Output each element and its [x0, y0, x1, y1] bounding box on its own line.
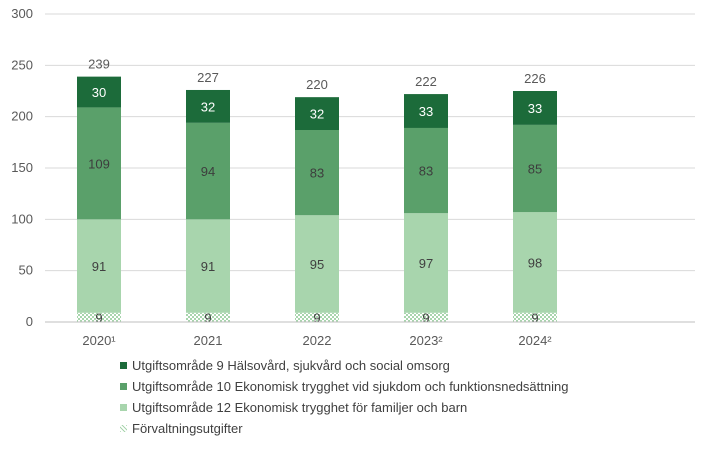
total-label: 220 [306, 77, 328, 92]
x-tick-label: 2023² [409, 333, 443, 348]
x-axis: 2020¹ 2021 2022 2023² 2024² [45, 321, 695, 348]
y-axis: 0 50 100 150 200 250 300 [11, 6, 33, 329]
x-tick-label: 2024² [518, 333, 552, 348]
bar-segment [77, 76, 121, 108]
total-label: 239 [88, 57, 110, 72]
data-label: 83 [310, 166, 324, 181]
data-label: 9 [95, 310, 102, 325]
bar-segment [404, 213, 448, 313]
legend-label-uo9: Utgiftsområde 9 Hälsovård, sjukvård och … [132, 358, 450, 373]
data-label: 32 [201, 99, 215, 114]
data-label: 32 [310, 107, 324, 122]
total-label: 222 [415, 74, 437, 89]
y-tick-label: 50 [19, 263, 33, 278]
gridlines [45, 13, 695, 272]
y-tick-label: 150 [11, 160, 33, 175]
bar-segment [404, 94, 448, 128]
data-label: 9 [422, 310, 429, 325]
bar-segment [295, 97, 339, 131]
data-label: 33 [419, 104, 433, 119]
legend-label-uo12: Utgiftsområde 12 Ekonomisk trygghet för … [132, 400, 468, 415]
y-tick-label: 100 [11, 211, 33, 226]
data-label: 30 [92, 85, 106, 100]
data-label: 91 [201, 259, 215, 274]
legend-label-uo10: Utgiftsområde 10 Ekonomisk trygghet vid … [132, 379, 569, 394]
bar-segment [404, 312, 448, 322]
bar-segment [513, 124, 557, 213]
legend-item-admin: Förvaltningsutgifter [120, 418, 568, 439]
y-tick-label: 250 [11, 57, 33, 72]
bar-segment [513, 212, 557, 313]
data-label: 109 [88, 156, 110, 171]
data-label: 91 [92, 259, 106, 274]
bar-segment [295, 130, 339, 216]
bar-segment [77, 107, 121, 220]
data-label: 97 [419, 256, 433, 271]
bar-segment [77, 219, 121, 313]
bar-segment [186, 219, 230, 313]
legend-swatch-admin [120, 425, 127, 432]
y-tick-label: 200 [11, 109, 33, 124]
bar-segment [295, 312, 339, 322]
total-label: 226 [524, 71, 546, 86]
bar-segment [77, 312, 121, 322]
data-label: 95 [310, 257, 324, 272]
total-label: 227 [197, 70, 219, 85]
data-label: 9 [313, 310, 320, 325]
bars: 9 91 109 30 239 9 91 94 32 227 9 95 83 32 220 9 97 83 33 22… [77, 57, 557, 325]
bar-segment [295, 215, 339, 313]
legend-swatch-uo10 [120, 383, 127, 390]
data-label: 33 [528, 101, 542, 116]
data-label: 98 [528, 255, 542, 270]
data-label: 85 [528, 162, 542, 177]
bar-segment [404, 127, 448, 214]
bar-segment [186, 122, 230, 220]
legend-swatch-uo9 [120, 362, 127, 369]
data-label: 9 [531, 310, 538, 325]
bar-segment [513, 312, 557, 322]
data-label: 94 [201, 164, 215, 179]
legend: Utgiftsområde 9 Hälsovård, sjukvård och … [120, 355, 568, 439]
x-tick-label: 2020¹ [82, 333, 116, 348]
x-tick-label: 2021 [194, 333, 223, 348]
legend-label-admin: Förvaltningsutgifter [132, 421, 243, 436]
bar-segment [186, 312, 230, 322]
bar-segment [513, 91, 557, 125]
bar-segment [186, 89, 230, 123]
data-label: 9 [204, 310, 211, 325]
legend-item-uo9: Utgiftsområde 9 Hälsovård, sjukvård och … [120, 355, 568, 376]
legend-swatch-uo12 [120, 404, 127, 411]
x-tick-label: 2022 [303, 333, 332, 348]
legend-item-uo10: Utgiftsområde 10 Ekonomisk trygghet vid … [120, 376, 568, 397]
y-tick-label: 0 [26, 314, 33, 329]
y-tick-label: 300 [11, 6, 33, 21]
data-label: 83 [419, 164, 433, 179]
legend-item-uo12: Utgiftsområde 12 Ekonomisk trygghet för … [120, 397, 568, 418]
